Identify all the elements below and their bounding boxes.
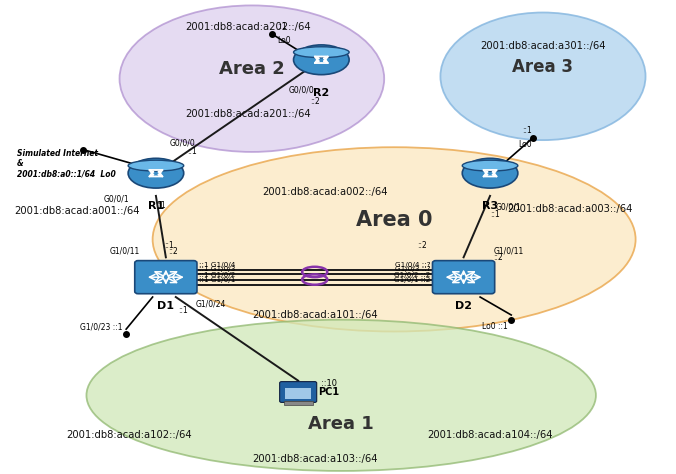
Text: G1/0/11: G1/0/11 (109, 246, 139, 255)
Text: 2001:db8:acad:a101::/64: 2001:db8:acad:a101::/64 (252, 310, 377, 320)
Text: G0/0/0: G0/0/0 (170, 138, 195, 147)
Text: ::1: ::1 (490, 210, 500, 219)
Text: G1/0/2 ::2: G1/0/2 ::2 (394, 272, 431, 278)
Text: ::1: ::1 (187, 147, 197, 156)
Text: D1: D1 (158, 301, 174, 311)
Text: Lo0: Lo0 (277, 36, 291, 45)
Ellipse shape (441, 12, 646, 140)
Ellipse shape (462, 158, 518, 188)
Text: R2: R2 (313, 88, 329, 98)
Ellipse shape (120, 5, 384, 152)
Text: ::1: ::1 (156, 201, 166, 210)
FancyBboxPatch shape (280, 382, 316, 402)
Text: G1/0/24: G1/0/24 (195, 300, 226, 309)
Text: ::1 G1/0/1: ::1 G1/0/1 (199, 277, 235, 283)
Text: ::2: ::2 (493, 253, 503, 262)
Text: ::1 G1/0/4: ::1 G1/0/4 (199, 262, 235, 268)
Text: ::1 G1/0/3: ::1 G1/0/3 (199, 266, 235, 273)
Text: ::1: ::1 (178, 306, 187, 315)
Text: Simulated Internet
&
2001:db8:a0::1/64  Lo0: Simulated Internet & 2001:db8:a0::1/64 L… (17, 149, 116, 179)
Text: G1/0/11: G1/0/11 (493, 246, 524, 255)
Text: 2001:db8:acad:a301::/64: 2001:db8:acad:a301::/64 (480, 41, 606, 51)
Text: Lo0 ::1: Lo0 ::1 (482, 322, 508, 331)
Text: 2001:db8:acad:a103::/64: 2001:db8:acad:a103::/64 (252, 454, 377, 464)
Text: ::1: ::1 (522, 127, 532, 136)
Text: Area 1: Area 1 (308, 415, 374, 433)
Ellipse shape (128, 160, 184, 171)
Text: G1/0/1 ::2: G1/0/1 ::2 (394, 277, 431, 283)
Ellipse shape (293, 45, 349, 75)
Text: R3: R3 (482, 201, 498, 211)
Text: ::2: ::2 (310, 97, 320, 106)
Text: ::1 G1/0/2: ::1 G1/0/2 (199, 272, 235, 278)
Text: 2001:db8:acad:a102::/64: 2001:db8:acad:a102::/64 (67, 430, 192, 440)
Text: 2001:db8:acad:a003::/64: 2001:db8:acad:a003::/64 (507, 204, 632, 214)
Ellipse shape (153, 147, 635, 331)
Ellipse shape (462, 160, 518, 171)
Text: R1: R1 (148, 201, 164, 211)
Text: 2001:db8:acad:a104::/64: 2001:db8:acad:a104::/64 (427, 430, 553, 440)
Ellipse shape (87, 319, 596, 471)
Text: D2: D2 (455, 301, 472, 311)
Text: 2001:db8:acad:a201::/64: 2001:db8:acad:a201::/64 (186, 109, 312, 119)
Bar (285, 388, 312, 399)
FancyBboxPatch shape (433, 261, 495, 294)
Text: G1/0/23 ::1: G1/0/23 ::1 (80, 322, 123, 331)
Ellipse shape (293, 47, 349, 58)
Text: 2001:db8:acad:a002::/64: 2001:db8:acad:a002::/64 (262, 187, 387, 197)
FancyBboxPatch shape (135, 261, 197, 294)
Bar (284, 401, 313, 405)
Text: ::10: ::10 (321, 379, 337, 388)
Text: 2001:db8:acad:a202::/64: 2001:db8:acad:a202::/64 (186, 22, 312, 32)
Text: Lo0: Lo0 (518, 140, 532, 149)
Text: G0/0/0: G0/0/0 (289, 86, 314, 95)
Text: G1/0/4 ::?: G1/0/4 ::? (395, 262, 431, 268)
Text: ::2: ::2 (418, 241, 427, 250)
Text: G0/0/1: G0/0/1 (104, 195, 130, 204)
Text: Area 2: Area 2 (219, 60, 285, 78)
Text: ::1: ::1 (164, 241, 174, 250)
Text: ::2: ::2 (168, 246, 178, 255)
Text: Area 0: Area 0 (356, 210, 433, 230)
Text: 2001:db8:acad:a001::/64: 2001:db8:acad:a001::/64 (14, 206, 139, 216)
Text: Area 3: Area 3 (512, 58, 573, 76)
Text: ::1: ::1 (277, 22, 287, 31)
Text: PC1: PC1 (318, 387, 339, 397)
Text: G1/0/3 ::?: G1/0/3 ::? (395, 266, 431, 273)
Text: G0/0/1: G0/0/1 (496, 202, 521, 211)
Ellipse shape (128, 158, 184, 188)
